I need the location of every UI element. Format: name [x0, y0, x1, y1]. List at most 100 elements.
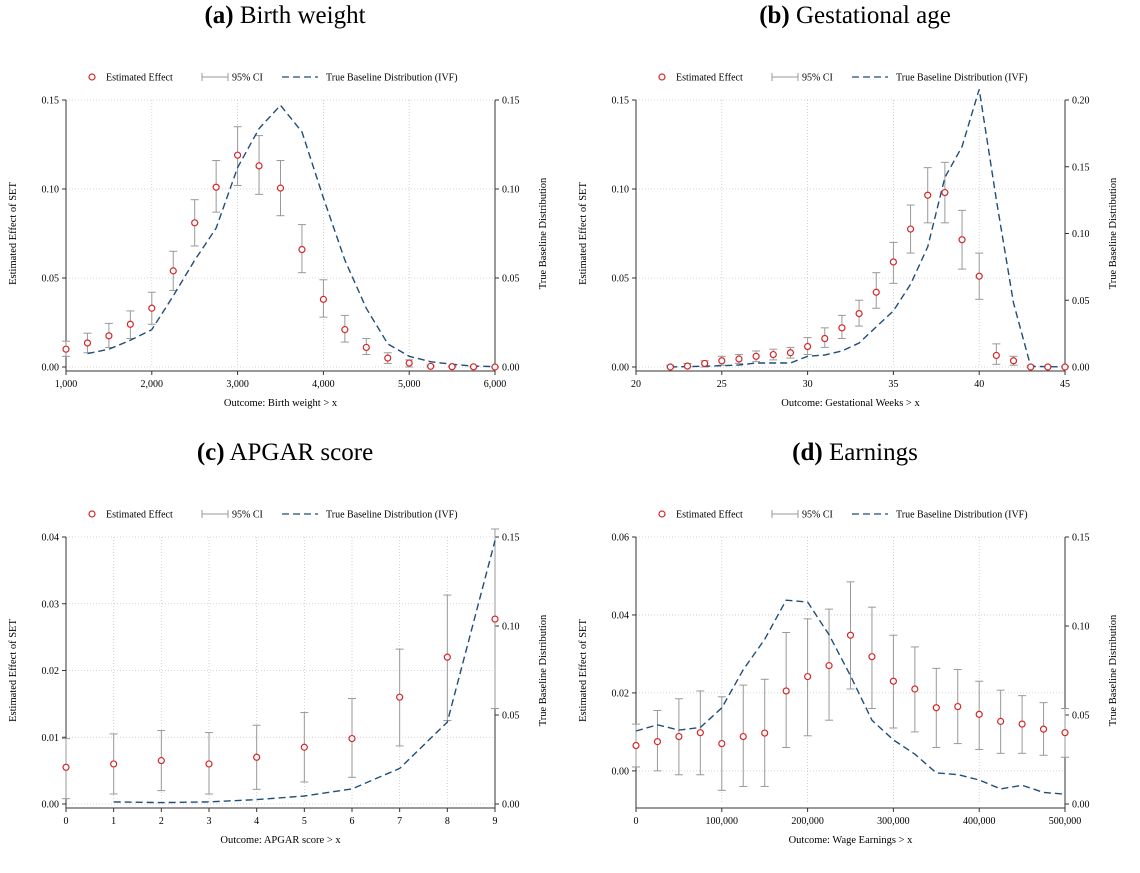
y-tick-label: 0.04: [42, 533, 60, 544]
x-tick-label: 200,000: [791, 816, 824, 827]
x-axis-label: Outcome: Wage Earnings > x: [789, 835, 914, 846]
estimate-point: [739, 732, 747, 741]
panel-label: (a): [204, 2, 234, 29]
y2-tick-label: 0.10: [1072, 229, 1090, 240]
x-tick-label: 2: [159, 816, 164, 827]
y-tick-label: 0.04: [612, 610, 630, 621]
legend-label-estimate: Estimated Effect: [676, 73, 743, 84]
x-tick-label: 300,000: [877, 816, 910, 827]
estimate-point: [761, 729, 769, 737]
estimate-point: [701, 359, 709, 368]
x-tick-label: 5,000: [398, 379, 421, 390]
baseline-line: [635, 599, 1066, 795]
y-tick-label: 0.10: [612, 185, 630, 196]
x-axis-label: Outcome: Gestational Weeks > x: [781, 398, 920, 409]
x-tick-label: 8: [445, 816, 450, 827]
estimate-point: [276, 184, 285, 192]
estimate-point: [868, 653, 876, 661]
y-axis-label: Estimated Effect of SET: [578, 619, 589, 722]
estimate-point: [632, 741, 640, 750]
y-axis-label: Estimated Effect of SET: [8, 182, 19, 285]
estimate-point: [718, 739, 726, 748]
estimate-point: [992, 351, 1000, 360]
x-tick-label: 3: [207, 816, 212, 827]
legend-label-baseline: True Baseline Distribution (IVF): [326, 73, 458, 84]
y-axis-label: Estimated Effect of SET: [8, 619, 19, 722]
panel-title-text: APGAR score: [229, 439, 374, 466]
y2-tick-label: 0.15: [502, 96, 520, 107]
estimate-point: [427, 362, 435, 370]
estimate-point: [804, 672, 812, 681]
panel-title-text: Birth weight: [239, 2, 366, 29]
x-tick-label: 500,000: [1049, 816, 1082, 827]
estimate-point: [941, 188, 949, 197]
panel-earnings: (d) Earnings Estimated Effect 95% CI True …: [570, 437, 1140, 873]
estimate-point: [319, 295, 327, 303]
estimate-point: [782, 687, 790, 695]
estimate-point: [911, 685, 919, 693]
legend-marker-estimate: [88, 73, 96, 81]
y2-axis-label: True Baseline Distribution: [1108, 177, 1119, 289]
estimate-point: [821, 334, 829, 343]
estimate-point: [341, 326, 349, 334]
estimate-point: [62, 345, 70, 353]
chart-birth-weight: Estimated Effect 95% CI True Baseline Dist…: [8, 73, 549, 410]
x-tick-label: 7: [397, 816, 402, 827]
estimate-point: [169, 267, 177, 275]
y-tick-label: 0.05: [42, 274, 60, 285]
estimate-point: [105, 332, 113, 340]
x-tick-label: 30: [803, 379, 813, 390]
estimate-point: [83, 339, 92, 347]
estimate-point: [958, 236, 966, 244]
legend-label-baseline: True Baseline Distribution (IVF): [896, 73, 1028, 84]
y-tick-label: 0.00: [42, 800, 60, 811]
panel-title-text: Earnings: [828, 439, 918, 466]
x-tick-label: 45: [1060, 379, 1070, 390]
estimate-point: [735, 355, 743, 363]
panel-title: (d) Earnings: [570, 439, 1140, 467]
estimate-point: [954, 702, 962, 711]
y2-axis-label: True Baseline Distribution: [538, 177, 549, 289]
panel-gestational-age: (b) Gestational age Estimated Effect 95% …: [570, 0, 1140, 436]
x-tick-label: 40: [974, 379, 984, 390]
legend-label-baseline: True Baseline Distribution (IVF): [896, 510, 1028, 521]
estimate-point: [718, 357, 726, 365]
x-tick-label: 5: [302, 816, 307, 827]
y-tick-label: 0.02: [612, 688, 630, 699]
y2-tick-label: 0.10: [502, 185, 520, 196]
legend-label-baseline: True Baseline Distribution (IVF): [326, 510, 458, 521]
y-tick-label: 0.06: [612, 533, 630, 544]
panel-title: (b) Gestational age: [570, 2, 1140, 30]
x-tick-label: 0: [634, 816, 639, 827]
estimate-point: [405, 359, 413, 367]
estimate-point: [838, 324, 846, 332]
y-tick-label: 0.01: [42, 733, 60, 744]
estimate-point: [255, 162, 263, 170]
x-tick-label: 9: [493, 816, 498, 827]
y2-tick-label: 0.10: [502, 622, 520, 633]
estimate-point: [752, 352, 760, 360]
estimate-point: [300, 743, 308, 751]
legend-marker-estimate: [88, 510, 96, 518]
estimate-point: [675, 732, 683, 741]
y-tick-label: 0.00: [612, 363, 630, 374]
estimate-point: [872, 288, 880, 296]
panel-label: (d): [792, 439, 823, 466]
y-tick-label: 0.00: [612, 766, 630, 777]
x-tick-label: 35: [888, 379, 898, 390]
estimate-point: [362, 343, 370, 352]
estimate-point: [769, 350, 777, 359]
estimate-point: [62, 763, 70, 771]
baseline-line: [670, 89, 1066, 368]
x-tick-label: 1: [111, 816, 116, 827]
panel-apgar-score: (c) APGAR score Estimated Effect 95% CI Tr…: [0, 437, 570, 873]
estimate-point: [1061, 729, 1069, 737]
estimate-point: [906, 225, 915, 233]
y-tick-label: 0.15: [612, 96, 630, 107]
estimate-point: [804, 342, 812, 351]
y2-tick-label: 0.15: [1072, 162, 1090, 173]
chart-earnings: Estimated Effect 95% CI True Baseline Dist…: [578, 510, 1119, 847]
chart-apgar-score: Estimated Effect 95% CI True Baseline Dist…: [8, 510, 549, 847]
x-tick-label: 400,000: [963, 816, 996, 827]
estimate-point: [889, 677, 897, 685]
